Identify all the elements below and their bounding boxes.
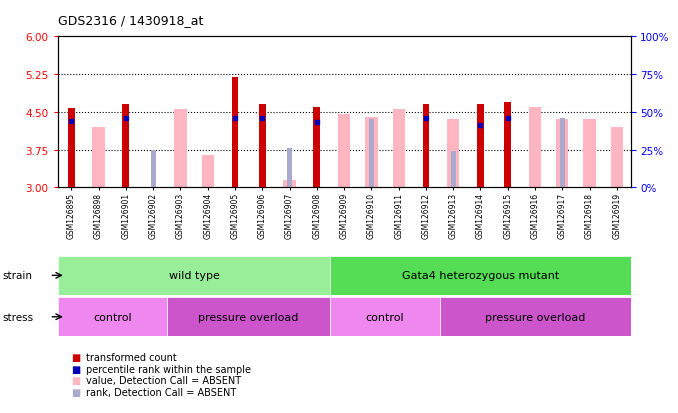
- Bar: [123, 105, 129, 188]
- Bar: [422, 105, 429, 188]
- Text: ■: ■: [71, 364, 81, 374]
- Text: ■: ■: [71, 387, 81, 397]
- Bar: [447, 120, 460, 188]
- Text: wild type: wild type: [169, 271, 220, 281]
- Bar: [393, 110, 405, 188]
- Bar: [556, 120, 568, 188]
- Text: transformed count: transformed count: [86, 352, 177, 362]
- Bar: [451, 152, 456, 188]
- Bar: [313, 107, 320, 188]
- Bar: [369, 120, 374, 188]
- Text: percentile rank within the sample: percentile rank within the sample: [86, 364, 251, 374]
- Bar: [477, 105, 484, 188]
- Text: pressure overload: pressure overload: [199, 312, 299, 322]
- Bar: [504, 102, 511, 188]
- Bar: [201, 155, 214, 188]
- Bar: [584, 120, 596, 188]
- Bar: [330, 256, 631, 295]
- Bar: [151, 150, 155, 188]
- Text: rank, Detection Call = ABSENT: rank, Detection Call = ABSENT: [86, 387, 237, 397]
- Text: stress: stress: [2, 312, 33, 322]
- Bar: [68, 109, 75, 188]
- Text: control: control: [93, 312, 132, 322]
- Bar: [287, 149, 292, 188]
- Bar: [58, 256, 330, 295]
- Text: GDS2316 / 1430918_at: GDS2316 / 1430918_at: [58, 14, 203, 27]
- Text: strain: strain: [2, 271, 32, 281]
- Bar: [338, 115, 351, 188]
- Bar: [167, 297, 330, 337]
- Bar: [232, 77, 239, 188]
- Bar: [58, 297, 167, 337]
- Text: value, Detection Call = ABSENT: value, Detection Call = ABSENT: [86, 375, 241, 385]
- Bar: [283, 180, 296, 188]
- Text: control: control: [365, 312, 404, 322]
- Bar: [330, 297, 439, 337]
- Bar: [174, 110, 186, 188]
- Bar: [92, 128, 104, 188]
- Text: Gata4 heterozygous mutant: Gata4 heterozygous mutant: [402, 271, 559, 281]
- Bar: [560, 119, 565, 188]
- Text: pressure overload: pressure overload: [485, 312, 585, 322]
- Bar: [529, 107, 541, 188]
- Bar: [259, 105, 266, 188]
- Text: ■: ■: [71, 375, 81, 385]
- Bar: [439, 297, 631, 337]
- Bar: [365, 118, 378, 188]
- Text: ■: ■: [71, 352, 81, 362]
- Bar: [611, 128, 623, 188]
